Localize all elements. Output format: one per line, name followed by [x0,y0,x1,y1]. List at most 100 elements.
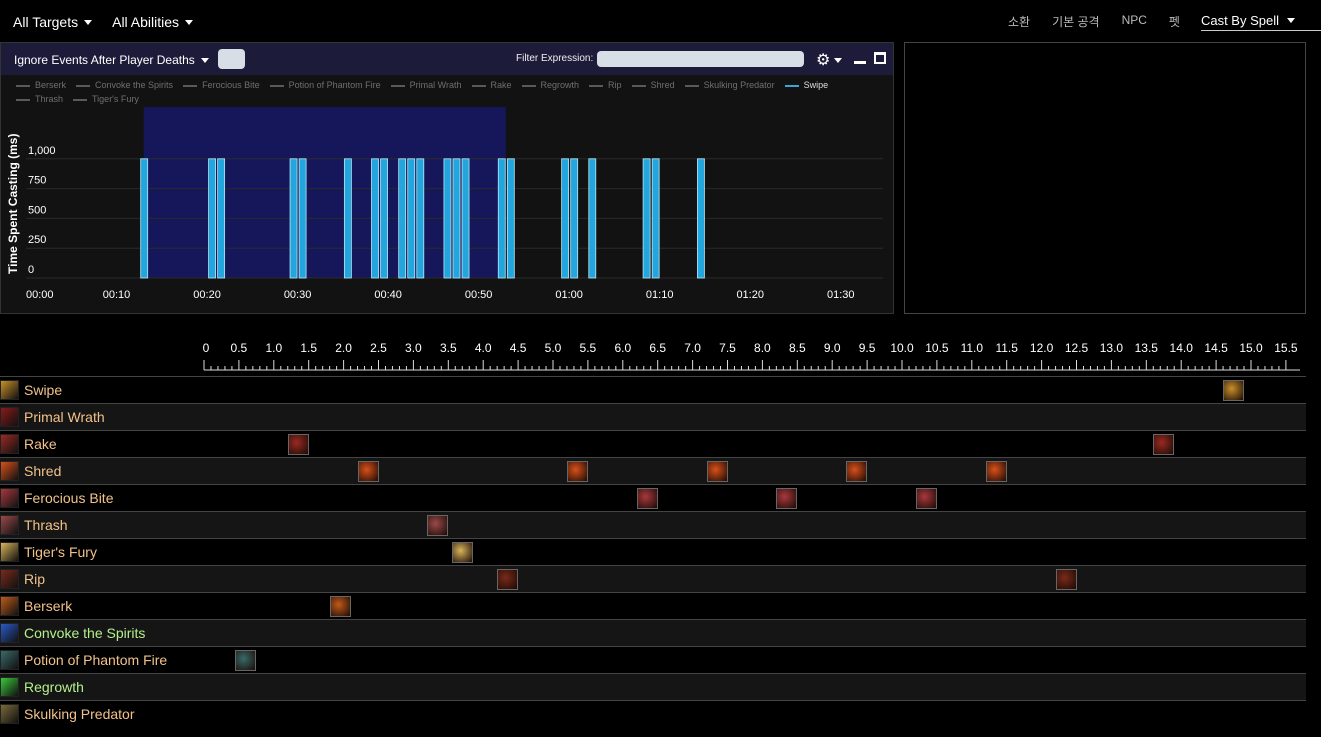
legend-item-potion-of-phantom-fire[interactable]: Potion of Phantom Fire [269,78,381,92]
ignore-deaths-dropdown[interactable]: Ignore Events After Player Deaths [14,53,209,67]
legend-item-thrash[interactable]: Thrash [16,92,63,106]
minimize-button[interactable] [854,61,866,64]
gear-icon: ⚙ [816,52,831,69]
legend-item-rake[interactable]: Rake [471,78,512,92]
cast-marker-shred-icon[interactable] [846,461,868,482]
tab-melee[interactable]: 기본 공격 [1052,15,1100,29]
cast-marker-potion-of-phantom-fire-icon[interactable] [235,650,257,671]
cast-marker-swipe-icon[interactable] [1223,380,1245,401]
legend-label: Thrash [35,94,64,104]
ruler-label: 9.5 [859,341,876,355]
legend-item-skulking-predator[interactable]: Skulking Predator [684,78,775,92]
tab-npc[interactable]: NPC [1121,13,1147,27]
abilities-dropdown[interactable]: All Abilities [112,14,194,30]
legend-label: Convoke the Spirits [95,80,174,90]
legend-item-shred[interactable]: Shred [631,78,675,92]
bar-swipe[interactable] [452,158,461,279]
cast-marker-thrash-icon[interactable] [427,515,449,536]
ability-row-rake[interactable]: Rake [0,430,1306,457]
ruler-label: 14.0 [1170,341,1194,355]
maximize-button[interactable] [874,52,886,64]
ability-name: Regrowth [24,679,84,695]
bar-swipe[interactable] [497,158,506,279]
x-tick-label: 01:10 [646,289,674,301]
ability-row-tiger-s-fury[interactable]: Tiger's Fury [0,538,1306,565]
tab-pet[interactable]: 펫 [1168,15,1180,29]
legend-item-convoke-the-spirits[interactable]: Convoke the Spirits [76,78,173,92]
bar-swipe[interactable] [416,158,425,279]
cast-marker-shred-icon[interactable] [985,461,1007,482]
ability-row-primal-wrath[interactable]: Primal Wrath [0,403,1306,430]
bar-swipe[interactable] [561,158,570,279]
x-tick-label: 00:00 [26,289,54,301]
bar-swipe[interactable] [208,158,216,279]
ruler-label: 5.0 [545,341,562,355]
cast-marker-shred-icon[interactable] [566,461,588,482]
ruler-label: 11.5 [995,341,1018,355]
legend-item-berserk[interactable]: Berserk [16,78,66,92]
legend-item-primal-wrath[interactable]: Primal Wrath [390,78,462,92]
cast-marker-shred-icon[interactable] [706,461,728,482]
berserk-icon [0,596,19,616]
bar-swipe[interactable] [642,158,651,279]
legend-item-swipe[interactable]: Swipe [784,78,828,92]
bar-swipe[interactable] [398,158,407,279]
ignore-deaths-toggle[interactable] [218,49,245,69]
ability-row-rip[interactable]: Rip [0,565,1306,592]
cast-marker-ferocious-bite-icon[interactable] [636,488,658,509]
ability-row-thrash[interactable]: Thrash [0,511,1306,538]
ability-row-potion-of-phantom-fire[interactable]: Potion of Phantom Fire [0,646,1306,673]
bar-swipe[interactable] [570,158,579,279]
bar-swipe[interactable] [443,158,452,279]
tab-summon[interactable]: 소환 [1007,15,1031,29]
ability-row-ferocious-bite[interactable]: Ferocious Bite [0,484,1306,511]
bar-swipe[interactable] [380,158,388,279]
legend-item-rip[interactable]: Rip [589,78,622,92]
ability-row-skulking-predator[interactable]: Skulking Predator [0,700,1306,727]
cast-marker-berserk-icon[interactable] [329,596,351,617]
cast-marker-rake-icon[interactable] [287,434,309,455]
ruler-label: 1.5 [300,341,317,355]
legend-label: Ferocious Bite [202,80,260,90]
bar-swipe[interactable] [140,158,149,279]
bar-swipe[interactable] [343,158,352,279]
bar-swipe[interactable] [217,158,226,279]
cast-marker-tiger-s-fury-icon[interactable] [451,542,473,563]
bar-swipe[interactable] [506,158,515,279]
bar-swipe[interactable] [371,158,379,279]
cast-marker-shred-icon[interactable] [357,461,379,482]
bar-swipe[interactable] [588,158,597,279]
cast-marker-rip-icon[interactable] [1055,569,1077,590]
tiger-s-fury-icon [0,542,19,562]
selection-highlight[interactable] [143,107,506,278]
bar-swipe[interactable] [298,158,307,279]
cast-marker-ferocious-bite-icon[interactable] [776,488,798,509]
cast-marker-rip-icon[interactable] [497,569,519,590]
filter-expression-input[interactable] [597,51,804,67]
ability-row-berserk[interactable]: Berserk [0,592,1306,619]
ability-name: Berserk [24,598,73,614]
cast-marker-ferocious-bite-icon[interactable] [915,488,937,509]
ability-row-shred[interactable]: Shred [0,457,1306,484]
cast-by-dropdown[interactable]: Cast By Spell [1200,13,1321,31]
ruler-label: 0.5 [231,341,248,355]
legend-item-tiger-s-fury[interactable]: Tiger's Fury [73,92,139,106]
bar-swipe[interactable] [407,158,416,279]
legend-item-regrowth[interactable]: Regrowth [521,78,579,92]
bar-swipe[interactable] [651,158,660,279]
bar-swipe[interactable] [697,158,705,279]
settings-button[interactable]: ⚙ [816,50,843,70]
ability-row-swipe[interactable]: Swipe [0,376,1306,403]
chevron-down-icon [200,57,209,63]
x-tick-label: 00:50 [465,289,493,301]
bar-swipe[interactable] [461,158,470,279]
chevron-down-icon [84,19,93,25]
legend-item-ferocious-bite[interactable]: Ferocious Bite [183,78,260,92]
ability-row-convoke-the-spirits[interactable]: Convoke the Spirits [0,619,1306,646]
cast-marker-rake-icon[interactable] [1153,434,1175,455]
ability-name: Ferocious Bite [24,490,114,506]
targets-dropdown[interactable]: All Targets [13,14,93,30]
bar-swipe[interactable] [289,158,298,279]
ability-row-regrowth[interactable]: Regrowth [0,673,1306,700]
